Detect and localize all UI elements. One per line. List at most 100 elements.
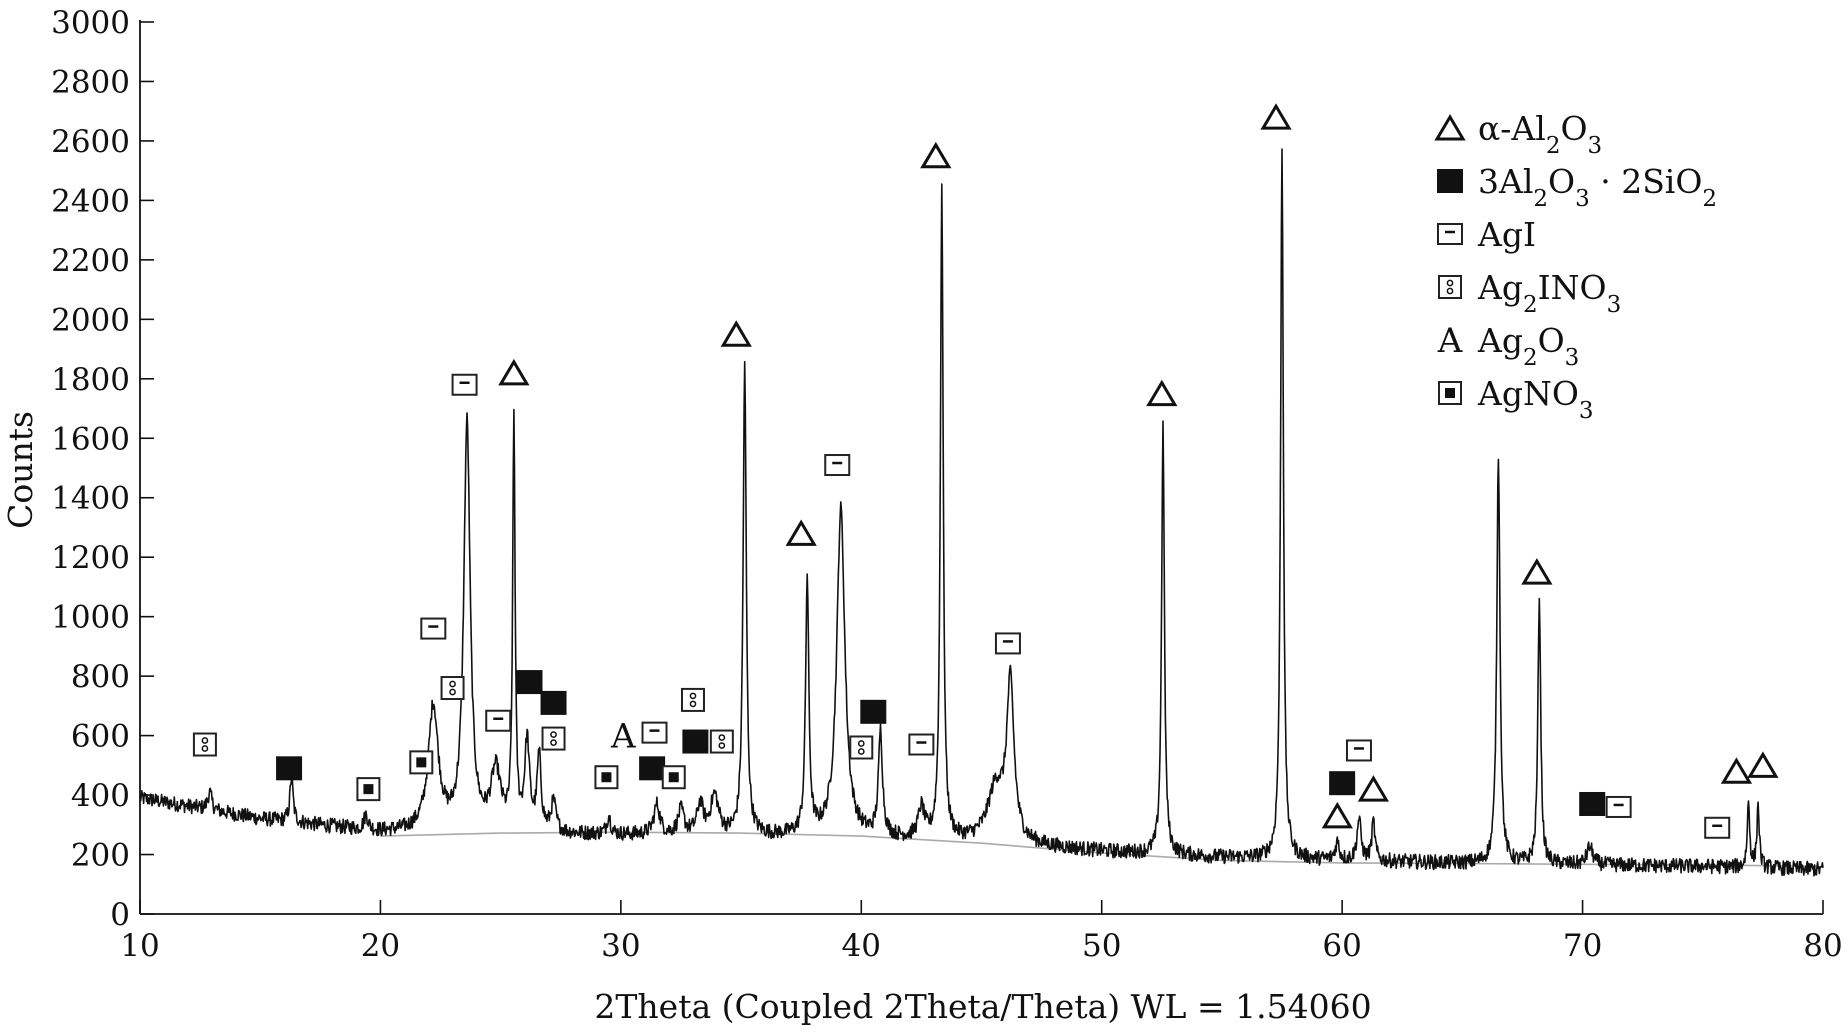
dot-shape [857,740,865,747]
phase-markers: A [192,103,1779,839]
marker-triangle [1321,801,1353,829]
marker-filled-square [1579,791,1606,816]
inner-square-shape [1445,388,1455,398]
dot-shape [718,734,726,741]
y-tick-label: 2800 [51,64,130,100]
legend-label: AgNO3 [1477,374,1594,424]
legend-symbol-ag2ino3 [1438,275,1462,299]
legend-symbol-triangle [1434,114,1466,141]
filled-square-shape [1437,169,1463,193]
dot-shape [718,742,726,749]
y-tick-label: 2000 [51,302,130,338]
triangle-shape [1521,558,1553,585]
marker-agi [641,721,668,744]
square-shape [541,726,566,751]
marker-ag2ino3 [440,676,465,701]
triangle-shape [1720,757,1753,784]
triangle-shape [1146,379,1178,407]
marker-letter-a: A [610,717,636,757]
y-tick-label: 2400 [51,183,130,219]
marker-filled-square [682,729,709,754]
x-tick-label: 40 [842,928,881,964]
marker-ag2ino3 [192,732,217,757]
marker-filled-square [516,670,543,695]
x-tick-label: 60 [1322,928,1361,964]
y-tick-label: 1400 [51,481,130,517]
dot-shape [857,748,865,755]
filled-square-shape [1579,791,1606,816]
marker-filled-square [276,756,303,781]
y-tick-label: 1200 [51,540,130,576]
marker-triangle [785,519,817,546]
y-tick-label: 600 [71,719,130,755]
dot-shape [689,700,697,708]
marker-agi [908,733,935,756]
triangle-shape [720,320,752,347]
legend-label: Ag2INO3 [1477,268,1621,318]
legend-symbol-letter-a: A [1437,321,1463,361]
marker-triangle [1720,757,1753,784]
marker-agno3 [409,750,434,775]
marker-triangle [1260,103,1292,130]
triangle-shape [1357,775,1390,802]
square-shape [1345,739,1372,762]
square-shape [709,729,734,754]
marker-ag2ino3 [709,729,734,754]
marker-triangle [920,141,952,169]
marker-agi [1704,816,1731,839]
legend-entry: AgI [1437,215,1536,254]
marker-agi [1345,739,1372,762]
filled-square-shape [276,756,303,781]
dot-shape [201,745,209,752]
marker-agi [994,632,1021,655]
marker-triangle [498,358,530,386]
y-tick-label: 0 [110,897,130,933]
x-axis-title: 2Theta (Coupled 2Theta/Theta) WL = 1.540… [594,987,1371,1026]
legend-label: 3Al2O3 · 2SiO2 [1478,162,1717,212]
square-shape [192,732,217,757]
legend-entry: A Ag2O3 [1437,321,1580,371]
dot-shape [449,680,456,688]
legend-label: α-Al2O3 [1478,109,1602,159]
y-tick-label: 2600 [51,124,130,160]
marker-agno3 [594,765,619,790]
legend-entry: AgNO3 [1438,374,1594,424]
filled-square-shape [516,670,543,695]
marker-filled-square [1329,771,1356,796]
triangle-shape [1747,751,1779,778]
y-tick-label: 1000 [51,600,130,636]
marker-filled-square [540,690,567,715]
marker-ag2ino3 [541,726,566,751]
square-shape [485,709,512,732]
legend-symbol-filled-square [1437,169,1463,193]
triangle-shape [785,519,817,546]
legend-symbol-agi [1437,223,1463,245]
x-tick-label: 20 [361,928,400,964]
square-shape [849,735,874,760]
dot-shape [550,739,557,746]
marker-agno3 [356,777,381,802]
marker-agi [451,373,478,396]
marker-filled-square [860,699,887,724]
filled-square-shape [682,729,709,754]
marker-ag2ino3 [680,687,705,712]
dot-shape [550,731,557,738]
x-tick-label: 70 [1563,928,1602,964]
y-tick-label: 200 [71,838,130,874]
triangle-shape [498,358,530,386]
inner-square-shape [416,757,427,768]
marker-agi [1605,795,1632,818]
marker-triangle [1747,751,1779,778]
y-tick-label: 400 [71,778,130,814]
dot-shape [689,692,697,700]
dot-shape [1446,279,1454,287]
square-shape [451,373,478,396]
filled-square-shape [1329,771,1356,796]
x-tick-label: 50 [1082,928,1121,964]
marker-ag2ino3 [849,735,874,760]
letter-a-label: A [1437,321,1463,361]
square-shape [994,632,1021,655]
square-shape [908,733,935,756]
filled-square-shape [639,756,666,781]
